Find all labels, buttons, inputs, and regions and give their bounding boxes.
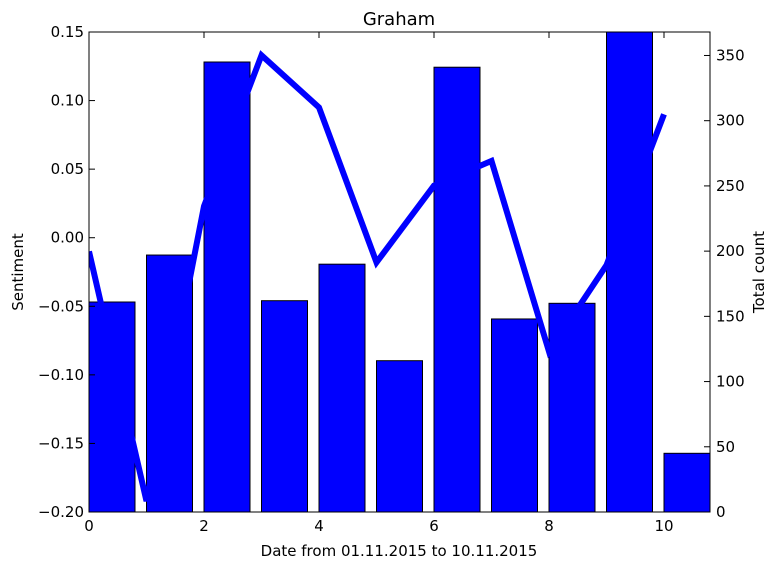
y-right-tick-label: 200 bbox=[716, 242, 745, 260]
y-right-tick-label: 50 bbox=[716, 438, 735, 456]
x-tick-label: 8 bbox=[544, 517, 554, 535]
y-left-tick-label: −0.15 bbox=[38, 434, 84, 452]
y-left-tick-label: 0.00 bbox=[51, 229, 84, 247]
count-bar bbox=[606, 32, 653, 512]
x-axis-label: Date from 01.11.2015 to 10.11.2015 bbox=[261, 542, 538, 560]
plot-border bbox=[88, 31, 711, 513]
sentiment-line bbox=[89, 50, 667, 502]
y-right-tick-label: 150 bbox=[716, 307, 745, 325]
x-tick-label: 2 bbox=[199, 517, 209, 535]
count-bar bbox=[318, 263, 366, 512]
count-bars bbox=[89, 32, 710, 512]
plot-frame bbox=[88, 31, 711, 513]
y-left-tick-label: −0.05 bbox=[38, 297, 84, 315]
sentiment-line-path bbox=[89, 50, 667, 502]
count-bar bbox=[433, 66, 481, 512]
axis-ticks: 0 2 4 6 8 10 −0.20 −0.15 −0.10 −0.05 0.00 0.05 0.10 0… bbox=[38, 23, 745, 535]
y-right-tick-label: 350 bbox=[716, 46, 745, 64]
count-bar bbox=[89, 301, 136, 512]
count-bar bbox=[203, 61, 251, 512]
count-bar bbox=[261, 300, 308, 512]
y-right-tick-label: 250 bbox=[716, 177, 745, 195]
x-tick-label: 4 bbox=[314, 517, 324, 535]
y-right-axis-label: Total count bbox=[750, 231, 768, 314]
count-bar bbox=[491, 318, 538, 512]
y-left-tick-label: 0.10 bbox=[51, 92, 84, 110]
x-tick-label: 10 bbox=[654, 517, 673, 535]
count-bar bbox=[376, 360, 423, 512]
x-tick-label: 6 bbox=[429, 517, 439, 535]
chart-title: Graham bbox=[363, 9, 435, 30]
y-right-tick-label: 300 bbox=[716, 112, 745, 130]
x-tick-label: 0 bbox=[84, 517, 94, 535]
count-bar bbox=[548, 302, 596, 512]
y-left-tick-label: 0.15 bbox=[51, 23, 84, 41]
y-left-tick-label: −0.20 bbox=[38, 503, 84, 521]
y-left-tick-label: −0.10 bbox=[38, 366, 84, 384]
y-left-tick-label: 0.05 bbox=[51, 160, 84, 178]
y-right-tick-label: 100 bbox=[716, 373, 745, 391]
y-left-axis-label: Sentiment bbox=[9, 233, 27, 311]
count-bar bbox=[663, 452, 710, 512]
y-right-tick-label: 0 bbox=[716, 503, 726, 521]
